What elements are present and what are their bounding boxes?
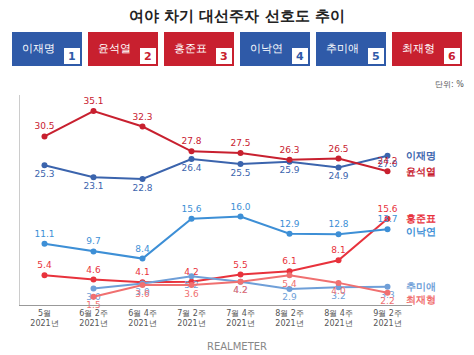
svg-text:추미애: 추미애 [406,281,436,292]
svg-text:3: 3 [220,50,228,63]
svg-text:1: 1 [68,50,76,63]
svg-text:최재형: 최재형 [402,42,435,55]
svg-text:8월 4주2021년: 8월 4주2021년 [324,309,353,328]
svg-text:2.9: 2.9 [282,292,297,302]
svg-text:4.6: 4.6 [86,265,101,275]
svg-text:15.6: 15.6 [377,204,397,214]
svg-text:5.2: 5.2 [184,280,198,290]
svg-text:4.1: 4.1 [135,267,149,277]
svg-text:추미애: 추미애 [326,42,359,55]
svg-text:24.9: 24.9 [328,171,348,181]
svg-text:25.9: 25.9 [279,165,299,175]
svg-text:5월2021년: 5월2021년 [30,309,58,328]
svg-text:8.4: 8.4 [135,244,150,254]
svg-text:여야 차기 대선주자 선호도 추이: 여야 차기 대선주자 선호도 추이 [129,7,345,25]
svg-text:5: 5 [372,50,380,63]
svg-text:23.1: 23.1 [83,181,103,191]
svg-text:8.1: 8.1 [331,245,345,255]
svg-text:8월 2주2021년: 8월 2주2021년 [275,309,304,328]
svg-text:4: 4 [296,50,304,63]
svg-text:35.1: 35.1 [83,96,103,106]
svg-text:홍준표: 홍준표 [406,213,436,224]
svg-text:25.3: 25.3 [34,169,54,179]
svg-text:6.1: 6.1 [282,256,296,266]
svg-text:27.0: 27.0 [377,159,397,169]
svg-text:3.2: 3.2 [331,291,345,301]
svg-text:6: 6 [448,50,456,63]
svg-text:이재명: 이재명 [406,150,436,161]
svg-text:2.2: 2.2 [380,296,394,306]
svg-text:윤석열: 윤석열 [406,166,436,177]
svg-text:22.8: 22.8 [132,183,152,193]
svg-text:단위: %: 단위: % [435,80,464,89]
svg-text:26.4: 26.4 [181,163,201,173]
svg-text:이재명: 이재명 [22,42,55,55]
svg-text:2: 2 [144,50,152,63]
svg-text:27.5: 27.5 [230,138,250,148]
svg-text:26.5: 26.5 [328,144,348,154]
svg-text:5.4: 5.4 [37,260,52,270]
svg-text:이낙연: 이낙연 [406,226,436,237]
svg-text:4.2: 4.2 [233,285,247,295]
svg-text:1.5: 1.5 [86,300,100,310]
svg-text:5.4: 5.4 [282,279,297,289]
svg-text:24.2: 24.2 [377,156,397,166]
svg-text:REALMETER: REALMETER [207,341,267,352]
svg-text:9.7: 9.7 [86,236,100,246]
svg-text:3.9: 3.9 [135,287,150,297]
svg-text:16.0: 16.0 [230,202,250,212]
svg-text:4.2: 4.2 [184,267,198,277]
svg-text:25.5: 25.5 [230,168,250,178]
svg-text:15.6: 15.6 [181,204,201,214]
svg-text:12.9: 12.9 [279,219,299,229]
svg-text:4.2: 4.2 [233,285,247,295]
svg-text:7월 2주2021년: 7월 2주2021년 [177,309,206,328]
svg-text:27.8: 27.8 [181,136,201,146]
svg-text:5.5: 5.5 [233,260,247,270]
svg-text:3.6: 3.6 [184,289,199,299]
svg-text:3.3: 3.3 [380,290,394,300]
svg-text:9월 2주2021년: 9월 2주2021년 [373,309,402,328]
svg-text:최재형: 최재형 [406,294,436,305]
svg-text:12.8: 12.8 [328,219,348,229]
svg-text:윤석열: 윤석열 [98,42,131,55]
svg-text:6월 2주2021년: 6월 2주2021년 [79,309,108,328]
svg-text:6월 4주2021년: 6월 4주2021년 [128,309,157,328]
svg-text:3.0: 3.0 [86,292,101,302]
svg-text:32.3: 32.3 [132,112,152,122]
svg-text:3.6: 3.6 [135,289,150,299]
svg-text:이낙연: 이낙연 [250,42,283,55]
svg-text:30.5: 30.5 [34,121,54,131]
svg-text:11.1: 11.1 [34,229,54,239]
svg-text:4.0: 4.0 [331,286,346,296]
svg-text:13.7: 13.7 [377,214,397,224]
svg-text:7월 4주2021년: 7월 4주2021년 [226,309,255,328]
svg-text:26.3: 26.3 [279,145,299,155]
svg-text:홍준표: 홍준표 [174,42,207,55]
